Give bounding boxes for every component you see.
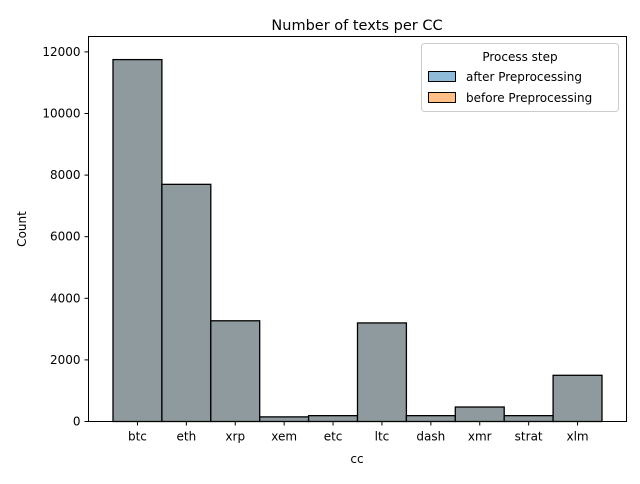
y-tick-label-8000: 8000 bbox=[50, 168, 81, 182]
legend-swatch-before bbox=[428, 92, 456, 103]
bar-btc bbox=[112, 58, 163, 423]
bar-etc bbox=[307, 414, 359, 423]
x-axis-label: cc bbox=[350, 452, 363, 466]
legend-box bbox=[421, 43, 619, 112]
legend-label-after: after Preprocessing bbox=[466, 70, 582, 84]
y-tick-label-2000: 2000 bbox=[50, 353, 81, 367]
legend-label-before: before Preprocessing bbox=[466, 91, 592, 105]
y-axis-label: Count bbox=[15, 211, 29, 247]
x-axis: btc eth xrp xem etc ltc dash xmr strat xlm bbox=[128, 421, 589, 444]
x-tick-label-btc: btc bbox=[128, 430, 147, 444]
y-tick-label-12000: 12000 bbox=[42, 45, 80, 59]
bar-group bbox=[112, 58, 603, 423]
bar-ltc bbox=[356, 322, 408, 423]
x-tick-label-xem: xem bbox=[271, 430, 297, 444]
y-axis: 0 2000 4000 6000 8000 10000 12000 bbox=[42, 45, 89, 429]
bar-xlm bbox=[552, 374, 603, 423]
x-tick-label-strat: strat bbox=[515, 430, 543, 444]
x-tick-label-ltc: ltc bbox=[375, 430, 390, 444]
x-tick-label-xrp: xrp bbox=[225, 430, 245, 444]
legend-swatch-after bbox=[428, 71, 456, 82]
bar-xrp bbox=[210, 320, 261, 423]
plot-frame bbox=[88, 36, 627, 422]
bar-eth bbox=[161, 183, 212, 423]
y-tick-label-6000: 6000 bbox=[50, 230, 81, 244]
y-tick-label-0: 0 bbox=[73, 415, 81, 429]
bar-dash bbox=[405, 414, 456, 423]
x-tick-label-xlm: xlm bbox=[566, 430, 588, 444]
x-tick-label-eth: eth bbox=[176, 430, 196, 444]
legend: Process step after Preprocessing before … bbox=[421, 43, 619, 112]
bar-strat bbox=[503, 414, 554, 423]
bar-xem bbox=[259, 416, 310, 423]
x-tick-label-xmr: xmr bbox=[468, 430, 492, 444]
x-tick-label-dash: dash bbox=[416, 430, 445, 444]
y-tick-label-10000: 10000 bbox=[42, 107, 80, 121]
bar-xmr bbox=[454, 406, 505, 423]
chart-title: Number of texts per CC bbox=[271, 18, 442, 34]
y-tick-label-4000: 4000 bbox=[50, 291, 81, 305]
x-tick-label-etc: etc bbox=[324, 430, 343, 444]
legend-title: Process step bbox=[482, 50, 557, 64]
